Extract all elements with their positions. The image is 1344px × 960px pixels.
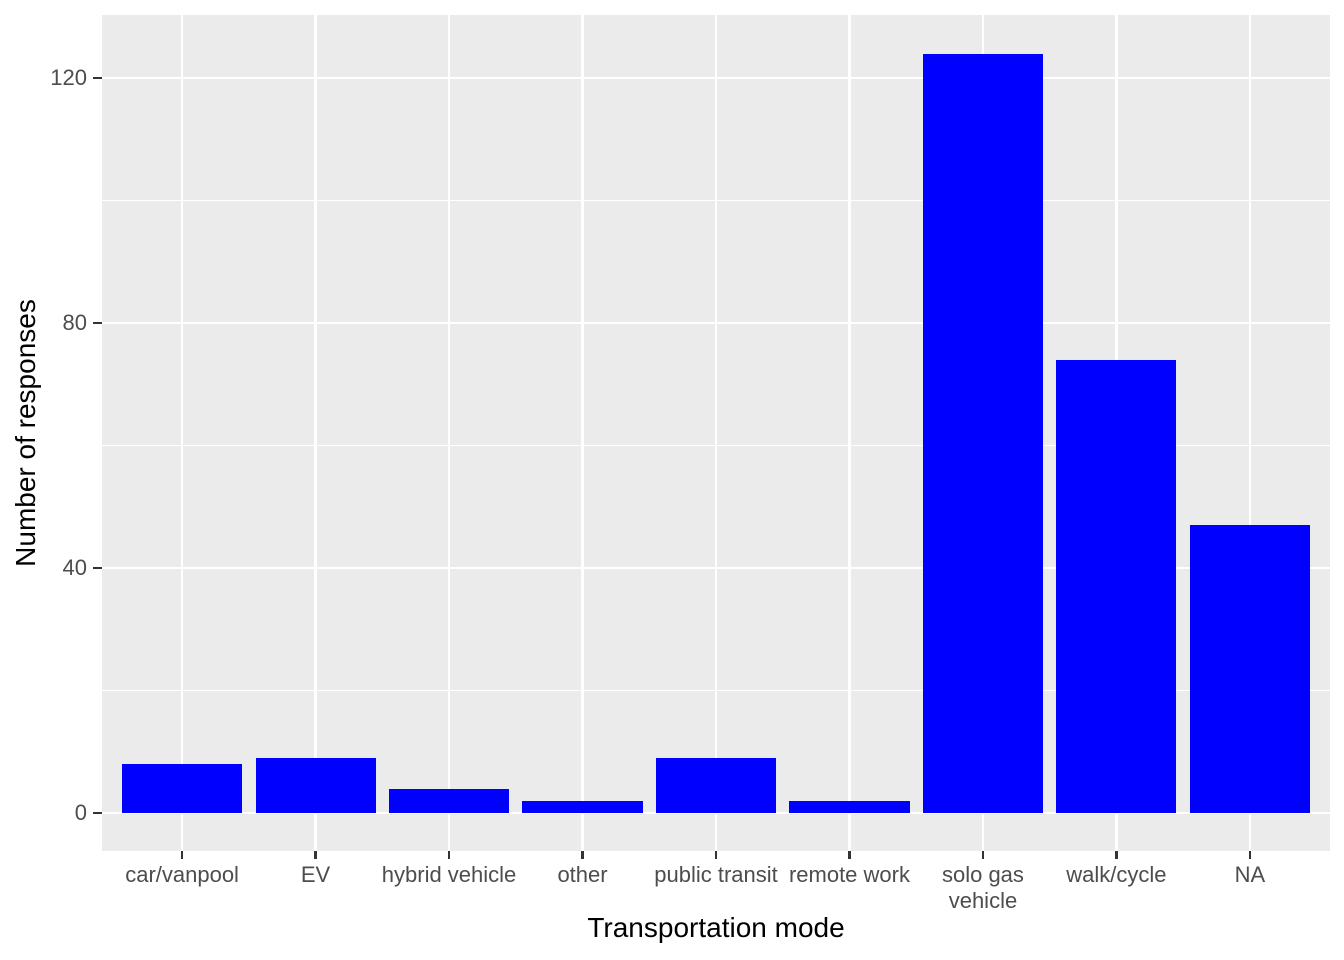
x-tick-label-4: other [557, 862, 608, 887]
y-tick-label-80: 80 [62, 310, 87, 335]
y-tick-label-120: 120 [50, 65, 87, 90]
x-tick-mark-1 [180, 851, 184, 859]
bar-other [522, 800, 643, 813]
x-tick-label-9: NA [1234, 862, 1266, 887]
x-tick-mark-9 [1248, 851, 1252, 859]
x-tick-label-3: hybrid vehicle [381, 862, 517, 887]
x-tick-label-7: solo gas vehicle [941, 862, 1024, 913]
x-gridline-6 [848, 15, 851, 851]
x-tick-mark-7 [981, 851, 985, 859]
x-tick-mark-4 [581, 851, 584, 859]
x-tick-mark-6 [848, 851, 851, 859]
x-gridline-4 [581, 15, 584, 851]
x-gridline-9 [1248, 15, 1252, 851]
y-tick-mark-80 [93, 321, 102, 325]
x-gridline-1 [180, 15, 184, 851]
x-gridline-2 [314, 15, 317, 851]
bar-car/vanpool [122, 764, 243, 813]
bar-walk/cycle [1056, 359, 1177, 813]
x-gridline-5 [714, 15, 718, 851]
x-gridline-3 [447, 15, 451, 851]
bar-na [1189, 525, 1310, 813]
y-tick-mark-0 [93, 811, 102, 815]
y-tick-label-40: 40 [62, 555, 87, 580]
x-tick-label-8: walk/cycle [1066, 862, 1167, 887]
x-tick-label-1: car/vanpool [125, 862, 239, 887]
y-axis-title: Number of responses [10, 299, 41, 567]
x-axis-title: Transportation mode [587, 912, 845, 943]
y-tick-mark-40 [93, 566, 102, 570]
bar-solo-gas-vehicle [922, 53, 1044, 813]
bar-hybrid-vehicle [388, 788, 510, 813]
bar-remote-work [789, 800, 910, 813]
x-tick-label-5: public transit [654, 862, 778, 887]
y-tick-label-0: 0 [74, 800, 87, 825]
x-tick-label-6: remote work [788, 862, 910, 887]
x-tick-mark-5 [714, 851, 718, 859]
bar-public-transit [655, 757, 777, 813]
y-tick-mark-120 [93, 76, 102, 80]
x-tick-mark-8 [1115, 851, 1118, 859]
x-tick-label-2: EV [300, 862, 331, 887]
bar-ev [255, 757, 376, 813]
x-tick-mark-2 [314, 851, 317, 859]
x-tick-mark-3 [447, 851, 451, 859]
plot-panel [102, 15, 1330, 851]
